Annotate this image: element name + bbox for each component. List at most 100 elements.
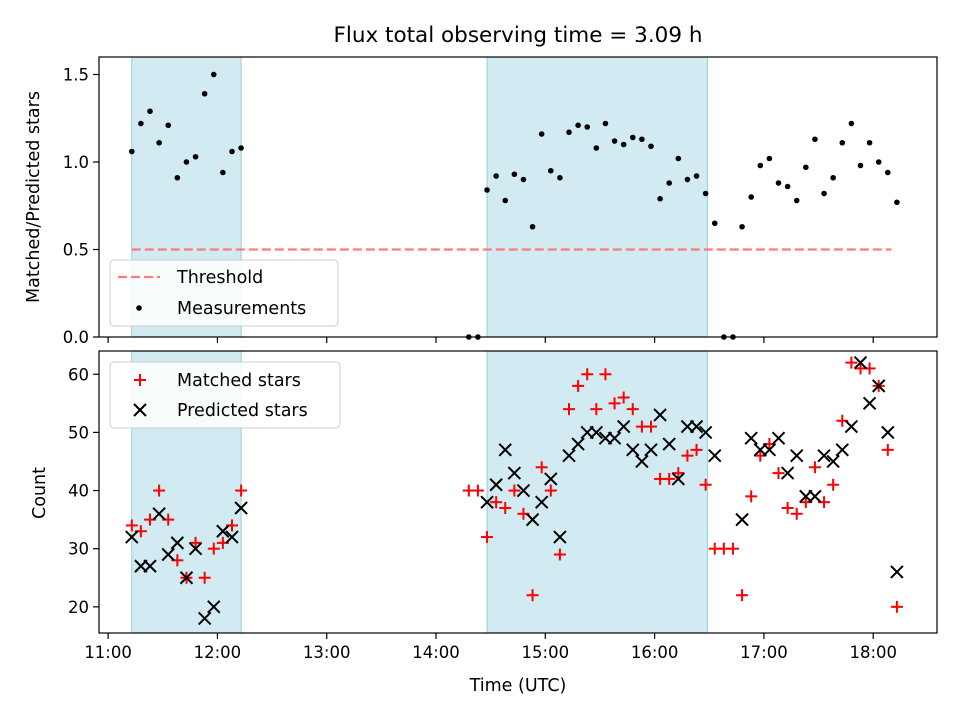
measurement-point (484, 187, 490, 193)
measurement-point (229, 148, 235, 155)
measurement-point (520, 176, 527, 183)
matched-star-point (471, 484, 484, 497)
matched-star-point (736, 589, 749, 602)
count-legend: Matched stars Predicted stars (109, 361, 341, 429)
predicted-star-point (862, 396, 877, 411)
measurement-point (857, 162, 864, 169)
matched-star-point (672, 467, 685, 480)
measurement-point (885, 169, 891, 176)
ratio-ytick-label: 0.5 (63, 241, 89, 260)
measurement-point (711, 220, 718, 227)
measurement-point (766, 155, 773, 162)
matched-star-point (590, 403, 603, 416)
matched-star-point (608, 397, 621, 410)
matched-star-point (134, 374, 146, 386)
measurement-point (620, 141, 627, 148)
measurement-point (611, 138, 618, 144)
count-ytick-label: 30 (68, 540, 89, 559)
figure-title: Flux total observing time = 3.09 h (334, 23, 703, 48)
predicted-star-point (571, 437, 585, 451)
ratio-panel-ylabel: Matched/Predicted stars (24, 91, 44, 303)
measurement-point (848, 120, 855, 127)
count-xtick-label: 11:00 (84, 643, 132, 662)
count-ytick-label: 60 (68, 365, 89, 384)
count-legend-box (109, 361, 341, 429)
predicted-star-point (498, 443, 512, 457)
measurement-point (793, 197, 800, 204)
predicted-star-point (125, 530, 139, 544)
matched-star-point (207, 542, 220, 555)
measurement-point (666, 180, 673, 186)
matched-star-point (235, 484, 248, 497)
matched-star-point (681, 449, 694, 462)
predicted-star-point (133, 403, 147, 417)
matched-star-point (490, 496, 503, 509)
predicted-star-point (817, 448, 831, 463)
predicted-star-point (835, 443, 849, 457)
predicted-star-point (881, 425, 895, 440)
matched-star-point (772, 467, 785, 480)
measurement-point (511, 171, 518, 178)
measurement-point (830, 174, 836, 181)
matched-star-point (153, 484, 166, 497)
matched-star-point (845, 356, 858, 369)
predicted-star-point (607, 431, 622, 445)
measurement-point (702, 190, 709, 197)
predicted-star-point (489, 478, 503, 492)
count-panel-frame (98, 350, 938, 634)
count-xtick-label: 16:00 (631, 643, 679, 662)
predicted-star-point (589, 425, 604, 440)
measurement-point (584, 124, 591, 130)
predicted-star-point (480, 495, 494, 509)
predicted-star-point (170, 536, 185, 550)
ratio-legend-box (109, 259, 339, 327)
matched-star-point (745, 490, 758, 503)
matched-star-point (198, 571, 211, 584)
matched-star-point (499, 501, 512, 514)
measurement-point (675, 155, 682, 162)
predicted-star-point (234, 501, 248, 515)
matched-star-point (581, 368, 594, 381)
matched-star-point (663, 472, 676, 485)
measurement-point (639, 136, 645, 143)
measurement-point (529, 223, 536, 230)
predicted-star-point (225, 530, 239, 544)
predicted-star-point (871, 379, 886, 393)
matched-star-point (781, 501, 794, 514)
predicted-star-point (516, 483, 531, 498)
matched-star-point (508, 484, 521, 497)
measurement-point (156, 139, 162, 146)
measurement-point (629, 134, 636, 141)
measurement-point (220, 169, 226, 176)
predicted-star-point (216, 524, 230, 538)
predicted-star-point (853, 355, 868, 370)
measurement-point (557, 174, 563, 181)
predicted-star-point (698, 425, 713, 440)
measurement-point (147, 108, 153, 115)
predicted-star-point (735, 512, 749, 527)
matched-star-point (599, 368, 612, 381)
predicted-star-point (744, 431, 758, 445)
predicted-star-point (179, 571, 194, 585)
predicted-star-point (708, 448, 722, 463)
measurement-point (657, 195, 663, 202)
predicted-star-point (790, 448, 804, 463)
measurement-point (784, 183, 791, 190)
measurement-point (538, 131, 545, 137)
measurement-point (875, 159, 882, 165)
matched-star-point (699, 478, 712, 491)
predicted-star-point (553, 530, 567, 544)
count-xtick-label: 14:00 (412, 643, 460, 662)
matched-star-point (690, 443, 703, 456)
measurement-point (803, 164, 809, 171)
legend-measurement-label: Measurements (177, 299, 306, 319)
ratio-panel-frame (98, 56, 938, 338)
predicted-star-point (662, 437, 676, 451)
measurement-point (739, 223, 745, 230)
predicted-star-point (689, 419, 704, 434)
measurement-point (502, 197, 509, 204)
matched-star-point (526, 589, 539, 602)
legend-predicted-label: Predicted stars (177, 401, 308, 421)
count-panel-ylabel: Count (30, 467, 50, 519)
